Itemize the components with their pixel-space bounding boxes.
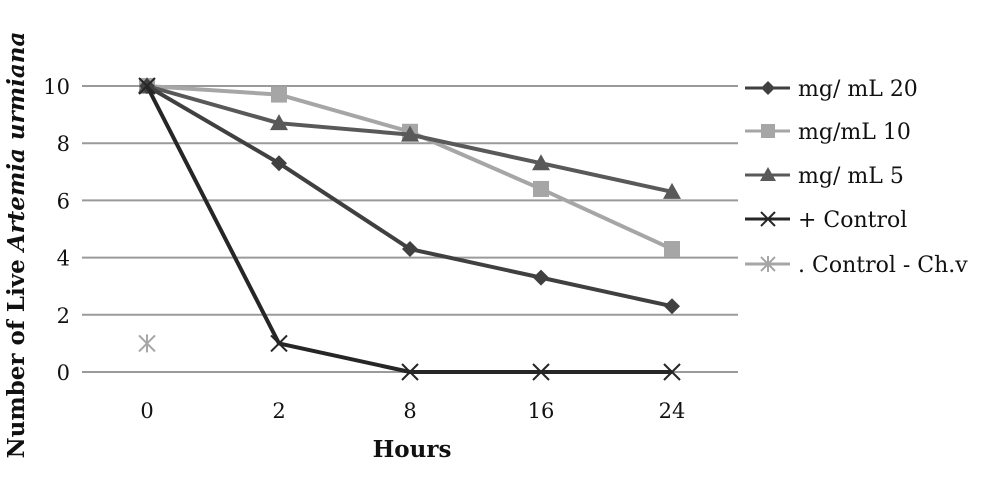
legend-label: mg/ mL 5 [798,164,904,189]
data-point-triangle [663,182,681,199]
data-point-diamond [761,81,775,95]
x-tick-label: 8 [403,399,416,423]
legend-label: + Control [798,208,907,233]
series-layer [138,77,681,381]
data-point-star [138,334,156,353]
x-tick-label: 0 [140,399,153,423]
legend-item: + Control [745,208,907,233]
data-point-x [532,363,550,381]
data-point-x [270,334,288,353]
x-tick-labels: 0 2 8 16 24 [140,399,685,423]
y-tick-label: 8 [57,132,70,156]
data-point-square [761,124,775,138]
x-tick-label: 24 [659,399,686,423]
legend-item: . Control - Ch.v [745,253,968,278]
legend-item: mg/ mL 5 [745,164,904,189]
series-4 [138,334,156,353]
series-0 [139,78,680,315]
legend-label: mg/mL 10 [798,120,911,145]
legend-label: . Control - Ch.v [798,253,968,278]
data-point-x [401,363,419,381]
series-2 [138,77,681,199]
data-point-triangle [401,125,419,142]
data-point-star [760,256,776,272]
x-tick-label: 2 [272,399,285,423]
y-axis-title-italic: Artemia urmiana [3,32,30,254]
legend-item: mg/mL 10 [745,120,911,145]
data-point-x [760,211,776,227]
series-line [145,84,673,309]
y-axis-title-prefix: Number of Live [3,251,30,458]
data-point-triangle [760,167,776,181]
legend-item: mg/ mL 20 [745,77,918,102]
data-point-square [664,241,680,258]
data-point-square [533,180,549,197]
data-point-diamond [664,298,680,315]
data-point-triangle [270,114,288,131]
y-axis-title: Number of Live Artemia urmiana [3,32,30,459]
data-point-diamond [402,241,418,258]
data-point-diamond [533,269,549,286]
legend: mg/ mL 20 mg/mL 10 mg/ mL 5 + Control . Cont… [745,77,968,278]
data-point-diamond [271,155,287,172]
x-tick-label: 16 [528,399,555,423]
y-tick-label: 10 [43,75,70,99]
x-axis-title: Hours [373,436,452,463]
series-3 [138,77,681,381]
data-point-triangle [532,154,550,171]
y-tick-label: 2 [57,304,70,328]
data-point-x [138,77,156,95]
y-tick-label: 6 [57,189,70,213]
data-point-x [663,363,681,381]
y-tick-label: 0 [57,361,70,385]
legend-label: mg/ mL 20 [798,77,918,102]
y-tick-labels: 0 2 4 6 8 10 [43,75,70,385]
y-tick-label: 4 [57,247,70,271]
series-line [146,84,673,251]
data-point-square [271,86,287,103]
